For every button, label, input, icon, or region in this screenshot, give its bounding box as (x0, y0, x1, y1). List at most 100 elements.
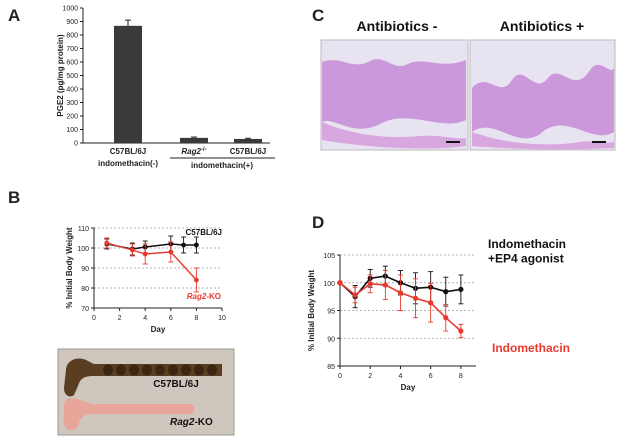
wt-intestine-segment (181, 364, 191, 376)
panel-a-y-tick-label: 300 (66, 100, 78, 107)
panel-d-y-tick-label: 95 (327, 309, 335, 316)
panel-d-series-label: Indomethacin +EP4 agonist (488, 237, 566, 265)
panel-d-y-axis-label: % Initial Body Weight (307, 270, 316, 352)
histology-muscle-right (472, 132, 614, 150)
panel-b-data-point (194, 277, 199, 283)
wt-intestine-segment (116, 364, 126, 376)
panel-a-y-tick-label: 500 (66, 73, 78, 80)
wt-intestine-segment (155, 364, 165, 376)
panel-letter-c: C (312, 6, 324, 25)
panel-a-category-label: C57BL/6J (110, 147, 146, 156)
wt-intestine-segment (168, 364, 178, 376)
panel-b-y-axis-label: % Initial Body Weight (65, 227, 74, 309)
histology-label-right: Antibiotics + (500, 18, 584, 34)
panel-d-data-point (337, 280, 343, 286)
panel-d-data-point (367, 281, 373, 287)
panel-a-bar (180, 137, 208, 143)
panel-a-y-tick-label: 800 (66, 33, 78, 40)
wt-intestine-segment (142, 364, 152, 376)
panel-a-y-tick-label: 400 (66, 87, 78, 94)
panel-b-data-point (194, 242, 199, 248)
panel-b-x-tick-label: 4 (143, 315, 147, 322)
panel-b-series-label-line: C57BL/6J (186, 228, 222, 237)
panel-b-series-label-rest: -KO (206, 292, 221, 301)
panel-d-data-point (412, 295, 419, 301)
panel-a-y-tick-label: 100 (66, 127, 78, 134)
panel-b-line-chart: 70 80 90 100 110 0 2 4 6 8 10 Day % Initial Body Wei… (65, 226, 226, 334)
panel-b-x-tick-label: 10 (218, 315, 226, 322)
panel-d-series-label: Indomethacin (492, 341, 570, 355)
photo-label-ko: Rag2-KO (170, 417, 213, 428)
panel-b-x-tick-label: 6 (169, 315, 173, 322)
panel-a-category-label: C57BL/6J (230, 147, 266, 156)
panel-d-y-tick-label: 105 (323, 253, 335, 260)
panel-b-data-point (104, 240, 110, 246)
panel-a-y-tick-label: 200 (66, 114, 78, 121)
panel-b-data-point (130, 247, 135, 253)
histology-tissue-left (322, 59, 466, 129)
panel-b-y-tick-label: 70 (81, 306, 89, 313)
wt-intestine-segment (194, 364, 204, 376)
panel-b-data-point (168, 249, 174, 255)
panel-d-x-axis-label: Day (401, 383, 416, 392)
panel-b-series-label: C57BL/6J (186, 228, 222, 237)
panel-d-x-tick-label: 4 (398, 373, 402, 380)
panel-b-data-point (142, 251, 148, 257)
panel-b-y-tick-label: 110 (78, 226, 89, 233)
histology-tissue-right (472, 64, 614, 139)
histology-label-left: Antibiotics - (357, 18, 438, 34)
panel-d-data-point (382, 282, 388, 288)
panel-d-data-point (397, 290, 404, 296)
panel-d-series-label-line: Indomethacin (488, 237, 566, 251)
panel-d-line-chart: 85 90 95 100 105 0 2 4 6 8 Day % Initial Body Weigh… (307, 237, 570, 392)
panel-b-y-tick-label: 90 (81, 266, 89, 273)
histology-muscle-left (322, 122, 466, 149)
panel-a-y-tick-label: 600 (66, 60, 78, 67)
panel-b-series-line (106, 242, 197, 281)
panel-a-group-label: indomethacin(+) (191, 161, 253, 170)
panel-d-data-point (458, 328, 464, 334)
intestine-photo: C57BL/6J Rag2-KO (57, 348, 235, 436)
histology-images (320, 39, 616, 151)
photo-label-wt: C57BL/6J (153, 379, 199, 390)
panel-d-y-tick-label: 85 (327, 364, 335, 371)
panel-a-group-label: indomethacin(-) (98, 159, 158, 168)
panel-d-x-tick-label: 2 (368, 373, 372, 380)
panel-d-series-label-line: +EP4 agonist (488, 251, 564, 265)
panel-b-data-point (181, 242, 187, 248)
panel-a-category-superscript: -/- (201, 147, 207, 153)
panel-a-y-tick-label: 0 (74, 141, 78, 148)
panel-b-y-tick-label: 100 (77, 246, 89, 253)
panel-a-y-tick-label: 900 (66, 19, 78, 26)
panel-a-bar (234, 138, 262, 143)
panel-a-category-italic: Rag2 (181, 147, 201, 156)
panel-a-y-tick-label: 700 (66, 46, 78, 53)
panel-d-y-tick-label: 90 (327, 336, 335, 343)
panel-a-bar-chart: 0 100 200 300 400 500 600 700 800 900 1000 PGE2 (pg… (56, 6, 275, 170)
ko-intestine-image (63, 398, 195, 431)
panel-d-data-point (443, 315, 449, 321)
panel-b-x-axis-label: Day (151, 325, 166, 334)
panel-b-series-label-italic: Rag2 (187, 292, 207, 301)
wt-intestine-segment (103, 364, 113, 376)
panel-d-data-point (352, 292, 358, 298)
photo-label-ko-suffix: -KO (194, 417, 213, 428)
panel-a-y-tick-label: 1000 (62, 6, 78, 13)
panel-d-x-tick-label: 0 (338, 373, 342, 380)
panel-letter-b: B (8, 188, 20, 207)
panel-b-x-tick-label: 2 (118, 315, 122, 322)
panel-a-category-label: Rag2-/- (181, 147, 206, 156)
panel-d-data-point (458, 286, 464, 293)
panel-d-series-label-line: Indomethacin (492, 341, 570, 355)
panel-b-series-label-line: Rag2-KO (187, 292, 221, 301)
panel-d-x-tick-label: 6 (429, 373, 433, 380)
panel-b-x-tick-label: 8 (194, 315, 198, 322)
wt-intestine-segment (129, 364, 139, 376)
panel-b-x-tick-label: 0 (92, 315, 96, 322)
photo-label-ko-italic: Rag2 (170, 417, 195, 428)
panel-d-data-point (428, 300, 434, 306)
panel-a-y-axis-label: PGE2 (pg/mg protein) (56, 34, 65, 117)
panel-d-y-tick-label: 100 (323, 281, 335, 288)
wt-intestine-segment (207, 364, 217, 376)
